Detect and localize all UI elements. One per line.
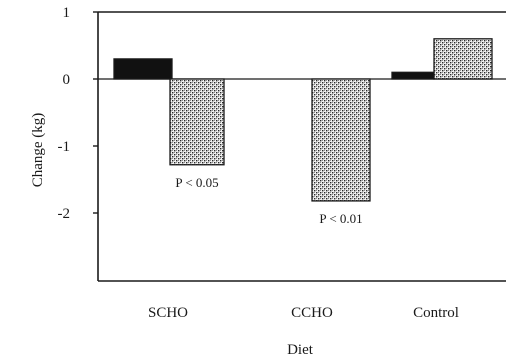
x-axis-title: Diet <box>287 342 314 358</box>
bar-scho-series2 <box>169 78 225 166</box>
p-value-annotation: P < 0.01 <box>319 211 362 226</box>
y-tick-label: -1 <box>58 139 71 155</box>
bar-ccho-series2 <box>311 78 371 202</box>
category-label-scho: SCHO <box>148 305 188 321</box>
annotations: P < 0.05 P < 0.01 <box>175 175 362 226</box>
category-label-control: Control <box>413 305 459 321</box>
bar-scho-series1 <box>113 58 173 80</box>
category-label-ccho: CCHO <box>291 305 333 321</box>
y-tick-label: -2 <box>58 206 71 222</box>
bars <box>113 38 493 202</box>
y-ticks: 1 0 -1 -2 <box>58 5 98 222</box>
y-axis-title: Change (kg) <box>30 113 46 188</box>
p-value-annotation: P < 0.05 <box>175 175 218 190</box>
bar-control-series2 <box>433 38 493 80</box>
y-tick-label: 1 <box>63 5 71 21</box>
category-labels: SCHO CCHO Control <box>148 305 459 321</box>
bar-control-series1 <box>391 71 435 80</box>
y-tick-label: 0 <box>63 72 71 88</box>
